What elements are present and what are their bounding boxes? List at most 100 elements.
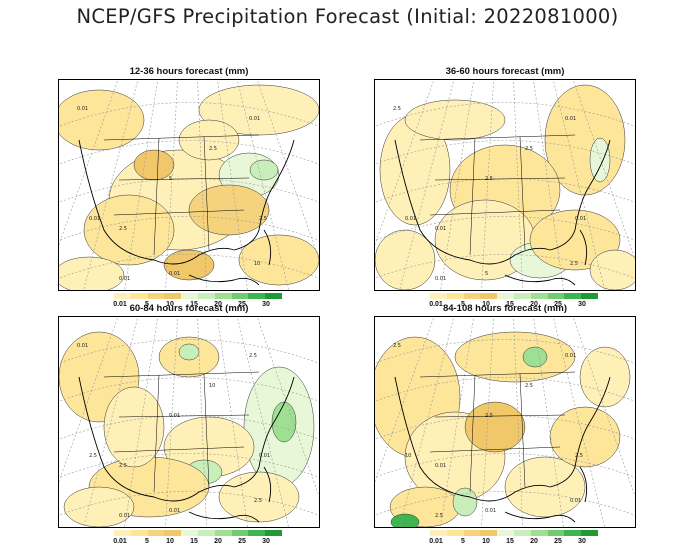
colorbar-label: 15: [190, 301, 198, 308]
coastline: [394, 134, 611, 286]
precip-region: [178, 119, 240, 161]
precip-region: [589, 249, 635, 290]
colorbar-swatch: [564, 530, 582, 536]
latlon-grid: [59, 80, 319, 290]
precipitation-map: 2.5 0.01 2.5 0.01 2.5 0.01 10 2.5 0.01 2.5: [374, 316, 636, 528]
colorbar-label: 0.01: [113, 301, 127, 308]
colorbar-swatch: [130, 293, 148, 299]
precip-region: [522, 346, 548, 368]
colorbar-label: 25: [238, 301, 246, 308]
panel-title: 36-60 hours forecast (mm): [445, 66, 565, 77]
contour-label: 2.5: [393, 106, 401, 112]
precip-region: [163, 249, 215, 281]
contour-label: 0.01: [259, 453, 270, 459]
colorbar-label: 5: [461, 301, 465, 308]
colorbar-swatch: [480, 293, 498, 299]
contour-label: 2.5: [119, 463, 127, 469]
precip-region: [529, 209, 621, 271]
contour-label: 2.5: [209, 146, 217, 152]
contour-label: 10: [405, 453, 411, 459]
contour-label: 2.5: [485, 413, 493, 419]
colorbar-swatch: [446, 530, 464, 536]
precip-region: [579, 346, 631, 408]
colorbar-swatch: [130, 530, 148, 536]
coastline: [394, 371, 611, 523]
precip-region: [218, 471, 300, 523]
contour-label: 0.01: [169, 508, 180, 514]
precip-region: [375, 229, 436, 290]
contour-label: 0.01: [435, 276, 446, 282]
colorbar: 0.01 5 10 15 20 25 30: [429, 530, 598, 550]
precip-region: [589, 137, 611, 183]
precip-region: [59, 256, 125, 290]
colorbar-label: 0.01: [429, 301, 443, 308]
colorbar-label: 30: [578, 301, 586, 308]
contour-label: 0.01: [119, 276, 130, 282]
map-canvas: 2.5 0.01 2.5 0.01 2.5 0.01 10 2.5 0.01 2.5: [375, 317, 635, 527]
colorbar-swatch: [513, 293, 531, 299]
colorbar-swatch: [265, 293, 282, 299]
colorbar-swatch: [530, 293, 548, 299]
colorbar-swatch: [214, 530, 232, 536]
colorbar-swatch: [214, 293, 232, 299]
contour-label: 2.5: [525, 383, 533, 389]
colorbar-swatch: [480, 530, 498, 536]
colorbar-label: 25: [554, 538, 562, 545]
precip-region: [452, 487, 478, 517]
colorbar-label: 10: [482, 301, 490, 308]
latlon-grid: [375, 80, 635, 290]
precipitation-fill: [375, 84, 635, 290]
colorbar-swatch: [547, 530, 565, 536]
colorbar-swatch: [430, 293, 447, 299]
precipitation-fill: [59, 84, 319, 290]
latlon-grid: [375, 317, 635, 527]
colorbar-swatches: [430, 530, 598, 536]
colorbar-label: 10: [166, 301, 174, 308]
colorbar-swatch: [114, 293, 131, 299]
precip-region: [271, 401, 297, 443]
precip-region: [188, 184, 270, 236]
contour-label: 0.01: [575, 216, 586, 222]
colorbar-label: 15: [190, 538, 198, 545]
colorbar-swatch: [265, 530, 282, 536]
contour-label: 10: [209, 383, 215, 389]
colorbar-label: 25: [238, 538, 246, 545]
colorbar-label: 20: [530, 301, 538, 308]
contour-label: 0.01: [435, 226, 446, 232]
precip-region: [238, 234, 319, 286]
colorbar-label: 10: [166, 538, 174, 545]
colorbar: 0.01 5 10 15 20 25 30: [113, 530, 282, 550]
contour-label: 0.01: [77, 106, 88, 112]
colorbar-swatch: [114, 530, 131, 536]
colorbar-swatch: [231, 530, 249, 536]
colorbar-label: 30: [578, 538, 586, 545]
precip-region: [249, 159, 279, 181]
colorbar-swatch: [147, 530, 165, 536]
contour-label: 0.01: [77, 343, 88, 349]
precip-region: [63, 486, 135, 527]
colorbar-swatch: [581, 530, 598, 536]
contour-label: 0.01: [435, 463, 446, 469]
contour-label: 2.5: [259, 216, 267, 222]
precip-region: [404, 99, 506, 141]
colorbar-swatch: [164, 530, 182, 536]
panel-title: 84-108 hours forecast (mm): [442, 303, 568, 314]
precipitation-fill: [59, 331, 315, 527]
colorbar-label: 30: [262, 301, 270, 308]
colorbar-swatch: [463, 530, 481, 536]
colorbar-label: 30: [262, 538, 270, 545]
contour-label: 2.5: [254, 498, 262, 504]
contour-label: 2.5: [89, 453, 97, 459]
precip-region: [59, 89, 145, 151]
colorbar-swatch: [248, 530, 266, 536]
precipitation-map: 0.01 2.5 5 0.01 2.5 0.01 0.01 2.5 10 0.01: [58, 79, 320, 291]
colorbar-swatches: [430, 293, 598, 299]
colorbar-swatch: [581, 293, 598, 299]
colorbar-swatch: [513, 530, 531, 536]
map-canvas: 0.01 2.5 0.01 2.5 10 0.01 2.5 0.01 2.5 0.01: [59, 317, 319, 527]
contour-label: 2.5: [249, 353, 257, 359]
contour-label: 2.5: [575, 453, 583, 459]
precipitation-map: 2.5 0.01 2.5 0.01 2.5 5 0.01 0.01 2.5 0.01: [374, 79, 636, 291]
panel-title: 60-84 hours forecast (mm): [129, 303, 249, 314]
colorbar-swatch: [547, 293, 565, 299]
